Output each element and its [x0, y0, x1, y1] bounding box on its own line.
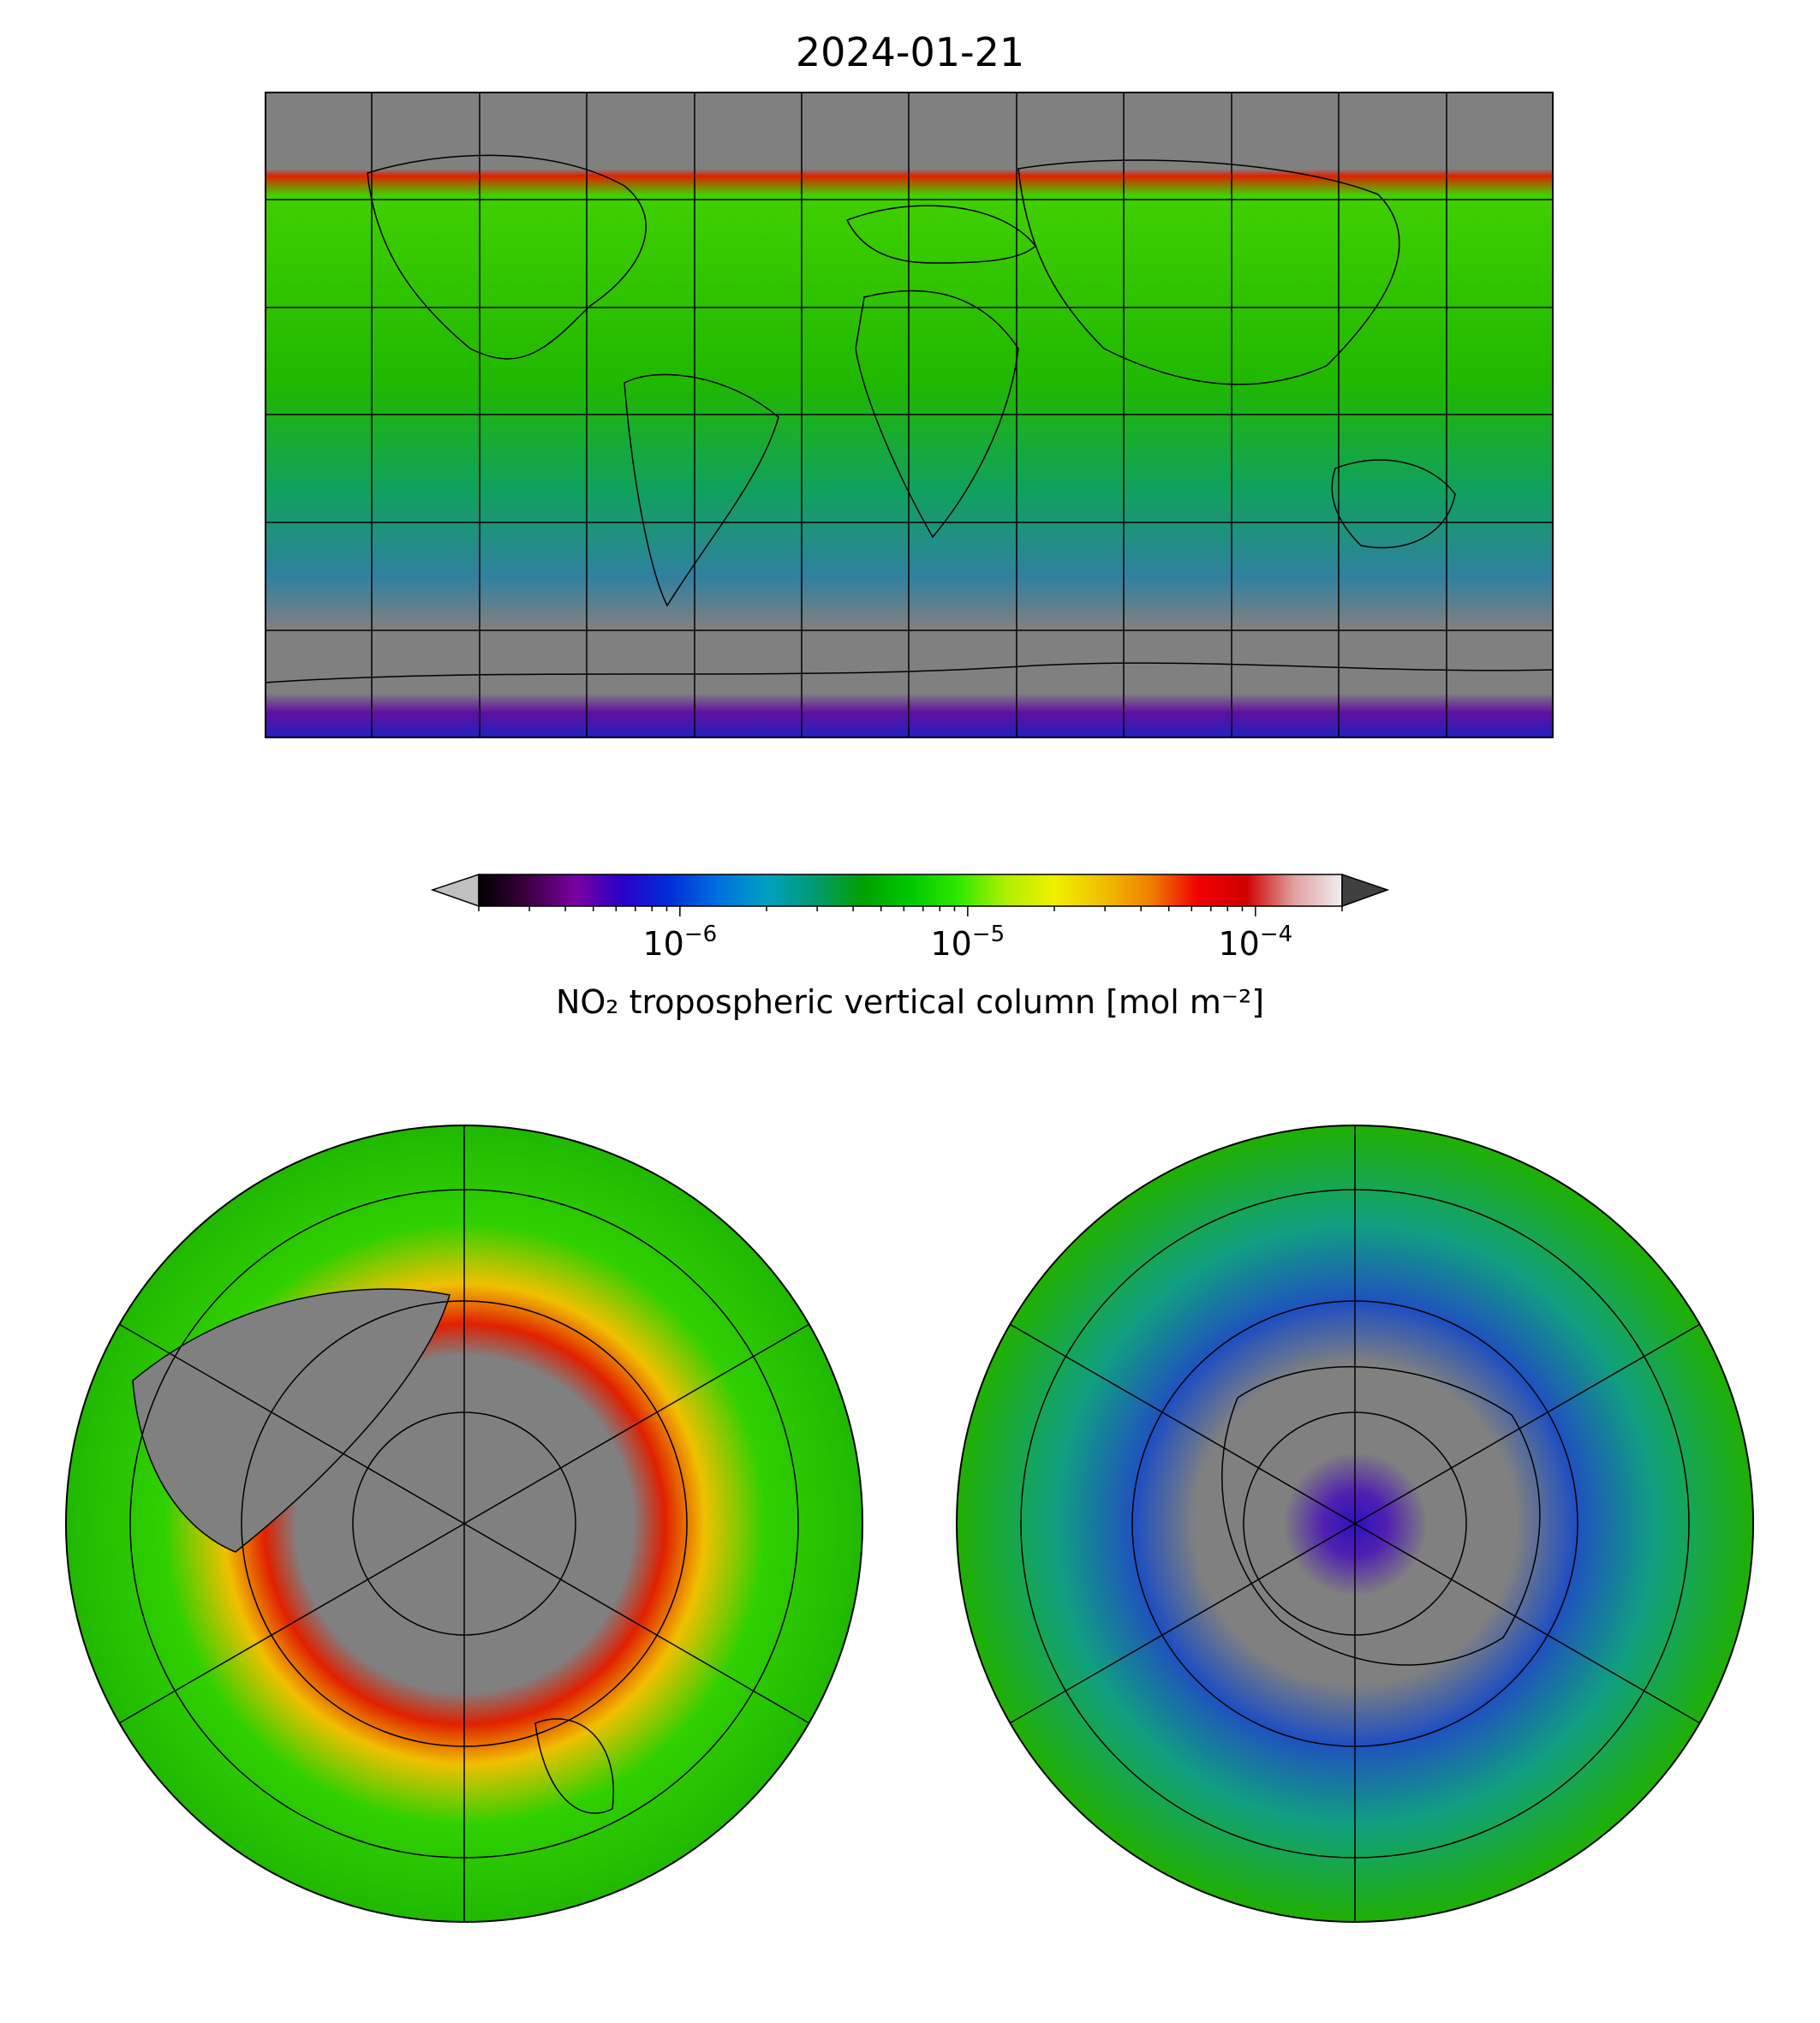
colorbar-body: [478, 874, 1343, 907]
colorbar-label: NO₂ tropospheric vertical column [mol m⁻…: [555, 983, 1265, 1021]
antarctica-coastline: [1221, 1366, 1541, 1666]
world-gridlines: [265, 92, 1554, 738]
colorbar-over-extension: [1341, 873, 1390, 908]
south-gridlines: [1009, 1125, 1701, 1922]
global-map: [265, 92, 1554, 738]
colorbar-tick-label: 10−5: [930, 922, 1005, 963]
world-coastlines: [265, 154, 1554, 683]
south-polar-map: [956, 1125, 1754, 1923]
north-landmass: [132, 1288, 451, 1553]
colorbar-ticks: [478, 906, 1343, 916]
figure-title: 2024-01-21: [795, 29, 1025, 75]
colorbar-tick-label: 10−6: [642, 922, 718, 963]
north-polar-map: [65, 1125, 863, 1923]
colorbar-tick-label: 10−4: [1218, 922, 1293, 963]
north-gridlines: [118, 1125, 810, 1922]
colorbar: [430, 873, 1390, 916]
colorbar-under-extension: [430, 873, 480, 908]
